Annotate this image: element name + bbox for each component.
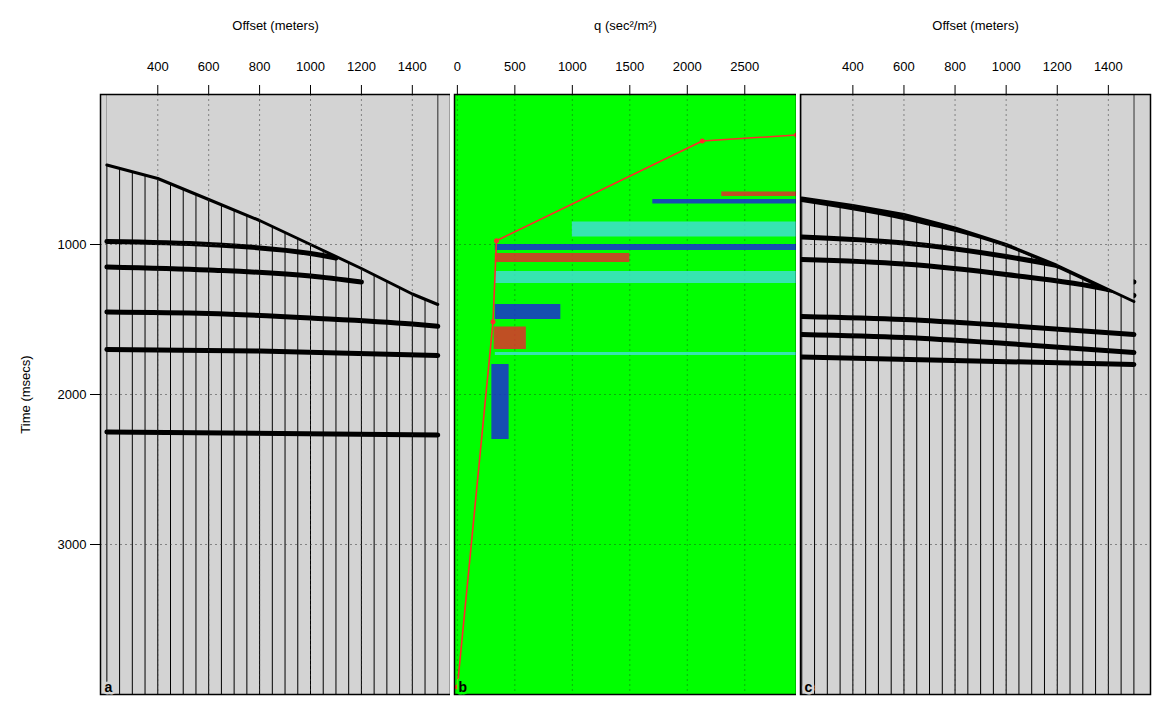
svg-text:1000: 1000	[992, 59, 1021, 74]
svg-text:600: 600	[198, 59, 220, 74]
svg-text:2000: 2000	[58, 387, 87, 402]
svg-text:1400: 1400	[398, 59, 427, 74]
svg-text:1000: 1000	[558, 59, 587, 74]
svg-text:800: 800	[249, 59, 271, 74]
svg-text:a: a	[105, 679, 113, 695]
svg-text:500: 500	[504, 59, 526, 74]
svg-text:1000: 1000	[58, 237, 87, 252]
svg-text:Time (msecs): Time (msecs)	[18, 355, 33, 433]
svg-text:800: 800	[944, 59, 966, 74]
svg-text:2500: 2500	[730, 59, 759, 74]
svg-text:1000: 1000	[296, 59, 325, 74]
svg-text:b: b	[459, 679, 468, 695]
svg-text:2000: 2000	[673, 59, 702, 74]
svg-text:0: 0	[454, 59, 461, 74]
svg-text:600: 600	[893, 59, 915, 74]
svg-text:Offset (meters): Offset (meters)	[232, 18, 318, 33]
svg-text:3000: 3000	[58, 537, 87, 552]
svg-text:400: 400	[147, 59, 169, 74]
svg-text:c: c	[805, 679, 813, 695]
svg-text:q (sec²/m²): q (sec²/m²)	[594, 18, 657, 33]
svg-text:1500: 1500	[615, 59, 644, 74]
svg-text:1200: 1200	[1043, 59, 1072, 74]
svg-text:1200: 1200	[347, 59, 376, 74]
svg-text:1400: 1400	[1094, 59, 1123, 74]
svg-text:400: 400	[842, 59, 864, 74]
svg-text:Offset (meters): Offset (meters)	[932, 18, 1018, 33]
